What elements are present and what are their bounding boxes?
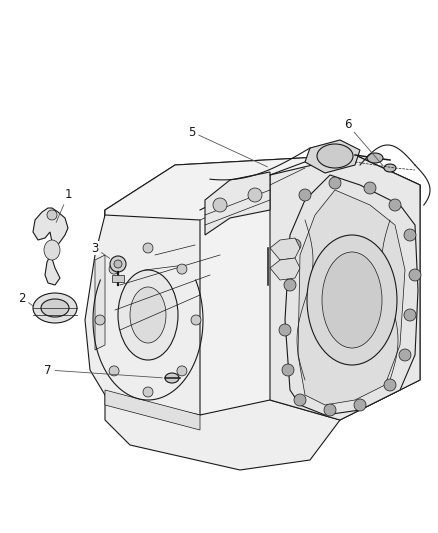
- Ellipse shape: [299, 189, 311, 201]
- Ellipse shape: [177, 264, 187, 274]
- Polygon shape: [270, 155, 420, 420]
- Ellipse shape: [399, 349, 411, 361]
- Ellipse shape: [47, 210, 57, 220]
- Polygon shape: [95, 255, 105, 350]
- Text: 6: 6: [344, 118, 383, 166]
- Ellipse shape: [114, 260, 122, 268]
- Ellipse shape: [118, 270, 178, 360]
- Ellipse shape: [41, 299, 69, 317]
- Polygon shape: [298, 190, 405, 405]
- Ellipse shape: [177, 366, 187, 376]
- Ellipse shape: [364, 182, 376, 194]
- Polygon shape: [105, 155, 420, 420]
- Ellipse shape: [143, 243, 153, 253]
- Ellipse shape: [248, 188, 262, 202]
- Ellipse shape: [294, 394, 306, 406]
- Ellipse shape: [282, 364, 294, 376]
- Polygon shape: [85, 215, 200, 415]
- Polygon shape: [270, 258, 300, 280]
- Ellipse shape: [389, 199, 401, 211]
- Ellipse shape: [324, 404, 336, 416]
- Ellipse shape: [322, 252, 382, 348]
- Ellipse shape: [109, 366, 119, 376]
- Ellipse shape: [329, 177, 341, 189]
- Polygon shape: [205, 172, 270, 235]
- Polygon shape: [105, 390, 200, 430]
- Ellipse shape: [404, 229, 416, 241]
- Polygon shape: [305, 140, 360, 173]
- Ellipse shape: [409, 269, 421, 281]
- Polygon shape: [285, 175, 418, 415]
- Ellipse shape: [110, 256, 126, 272]
- Ellipse shape: [44, 240, 60, 260]
- Ellipse shape: [289, 239, 301, 251]
- Polygon shape: [270, 238, 300, 260]
- Ellipse shape: [143, 387, 153, 397]
- Polygon shape: [105, 210, 200, 415]
- Ellipse shape: [404, 309, 416, 321]
- Polygon shape: [112, 275, 124, 282]
- Ellipse shape: [165, 373, 179, 383]
- Ellipse shape: [191, 315, 201, 325]
- Ellipse shape: [384, 164, 396, 172]
- Ellipse shape: [33, 293, 77, 323]
- Ellipse shape: [307, 235, 397, 365]
- Ellipse shape: [95, 315, 105, 325]
- Text: 5: 5: [188, 125, 268, 167]
- Ellipse shape: [213, 198, 227, 212]
- Ellipse shape: [284, 279, 296, 291]
- Text: 1: 1: [56, 189, 72, 222]
- Text: 2: 2: [18, 292, 34, 306]
- Ellipse shape: [130, 287, 166, 343]
- Polygon shape: [105, 390, 340, 470]
- Ellipse shape: [279, 324, 291, 336]
- Ellipse shape: [367, 153, 383, 163]
- Ellipse shape: [109, 264, 119, 274]
- Polygon shape: [33, 208, 68, 285]
- Polygon shape: [105, 155, 420, 225]
- Ellipse shape: [384, 379, 396, 391]
- Ellipse shape: [354, 399, 366, 411]
- Text: 3: 3: [91, 241, 110, 259]
- Text: 7: 7: [44, 364, 162, 378]
- Ellipse shape: [317, 144, 353, 168]
